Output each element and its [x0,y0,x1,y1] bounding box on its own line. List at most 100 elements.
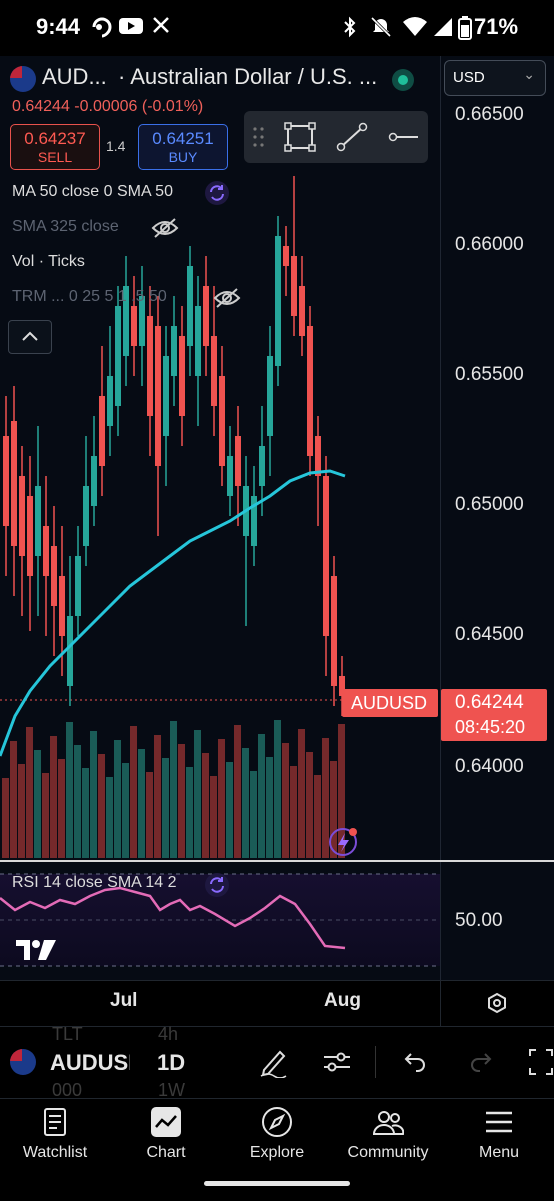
buy-button[interactable]: 0.64251 BUY [138,124,228,170]
candle [51,506,57,656]
price-axis-label: 0.65000 [455,494,524,515]
header-instrument-name[interactable]: · Australian Dollar / U.S. ... [118,64,378,89]
volume-indicator-label[interactable]: Vol · Ticks [12,253,85,270]
price-chart[interactable] [0,56,440,860]
volume-bar [138,749,145,858]
candle [11,386,17,596]
volume-bar [202,753,209,858]
eye-off-icon[interactable] [212,286,242,310]
bluetooth-icon [342,16,358,44]
status-bar: 9:44 71% [0,0,554,56]
candle [251,466,257,566]
buy-label: BUY [168,149,198,165]
candle [243,456,249,626]
scroll-ghost-interval: 1W [158,1080,185,1100]
undo-icon[interactable] [402,1050,428,1074]
ma-indicator-label[interactable]: MA 50 close 0 SMA 50 [12,183,173,200]
time-axis-label: Jul [110,990,138,1011]
trend-line-tool-icon[interactable] [336,122,368,152]
sma-indicator-label[interactable]: SMA 325 close [12,218,119,235]
chart-settings-icon[interactable] [486,992,508,1014]
candle [75,526,81,636]
candle [179,306,185,446]
volume-bar [250,771,257,858]
drag-handle-icon[interactable] [252,125,266,149]
nav-menu[interactable]: Menu [444,1100,554,1170]
nav-label: Community [347,1144,429,1161]
volume-bars [2,720,345,858]
nav-watchlist[interactable]: Watchlist [0,1100,110,1170]
spread-value: 1.4 [106,138,126,154]
ma-50-line [0,469,346,757]
rsi-indicator-label[interactable]: RSI 14 close SMA 14 2 [12,874,177,891]
aud-flag-icon [10,1049,36,1075]
currency-select[interactable]: USD ⌄ [444,60,546,96]
candle [203,256,209,376]
home-indicator[interactable] [204,1181,350,1186]
candle [147,286,153,456]
current-price-value: 0.64244 [455,692,524,713]
volume-bar [306,752,313,858]
candle [107,326,113,456]
sell-label: SELL [37,149,73,165]
pane-divider[interactable] [0,860,554,862]
refresh-icon[interactable] [204,872,230,898]
candle [275,216,281,386]
volume-bar [210,776,217,858]
symbol-price-tag: AUDUSD [342,689,438,717]
mute-icon [370,16,392,44]
price-axis-label: 0.65500 [455,364,524,385]
rectangle-tool-icon[interactable] [284,122,316,152]
candle [299,256,305,356]
bar-countdown: 08:45:20 [455,717,526,737]
candle [163,326,169,486]
eye-off-icon[interactable] [150,216,180,240]
candle [3,396,9,576]
sell-button[interactable]: 0.64237 SELL [10,124,100,170]
volume-bar [42,773,49,858]
trm-indicator-label[interactable]: TRM ... 0 25 5 1 .5 50 [12,288,167,305]
header-symbol[interactable]: AUD... [42,64,107,89]
time-axis[interactable] [0,980,554,1027]
volume-bar [18,764,25,858]
drawing-toolbar [244,111,428,163]
currency-value: USD [453,69,485,86]
volume-bar [290,766,297,858]
aud-flag-icon [10,66,36,92]
x-icon [152,16,170,40]
volume-bar [26,727,33,858]
toolbar-interval[interactable]: 1D [157,1050,186,1075]
toolbar-divider [375,1046,376,1078]
candle [27,456,33,631]
nav-community[interactable]: Community [333,1100,443,1170]
rsi-level-label: 50.00 [455,910,503,931]
fullscreen-icon[interactable] [528,1048,554,1076]
volume-bar [282,743,289,858]
buy-price: 0.64251 [152,129,214,148]
scroll-ghost-interval: 4h [158,1024,179,1044]
candle [67,556,73,706]
volume-bar [98,754,105,858]
menu-icon [486,1111,512,1133]
nav-label: Chart [146,1144,186,1161]
nav-explore[interactable]: Explore [222,1100,332,1170]
horizontal-ray-tool-icon[interactable] [388,127,420,147]
redo-icon[interactable] [468,1050,494,1074]
collapse-legend-button[interactable] [8,320,52,354]
refresh-icon[interactable] [204,180,230,206]
candle [91,416,97,526]
volume-bar [90,731,97,858]
pencil-icon[interactable] [258,1046,288,1078]
volume-bar [114,740,121,858]
price-axis-border [440,56,441,980]
volume-bar [194,730,201,858]
nav-chart[interactable]: Chart [111,1100,221,1170]
indicators-icon[interactable] [322,1048,352,1076]
price-axis-label: 0.64000 [455,756,524,777]
chevron-down-icon: ⌄ [523,66,535,82]
scroll-ghost-symbol: TLT [52,1024,83,1044]
volume-bar [58,759,65,858]
toolbar-symbol[interactable]: AUDUSD [50,1050,130,1075]
market-open-indicator [392,69,414,91]
candle [259,406,265,516]
